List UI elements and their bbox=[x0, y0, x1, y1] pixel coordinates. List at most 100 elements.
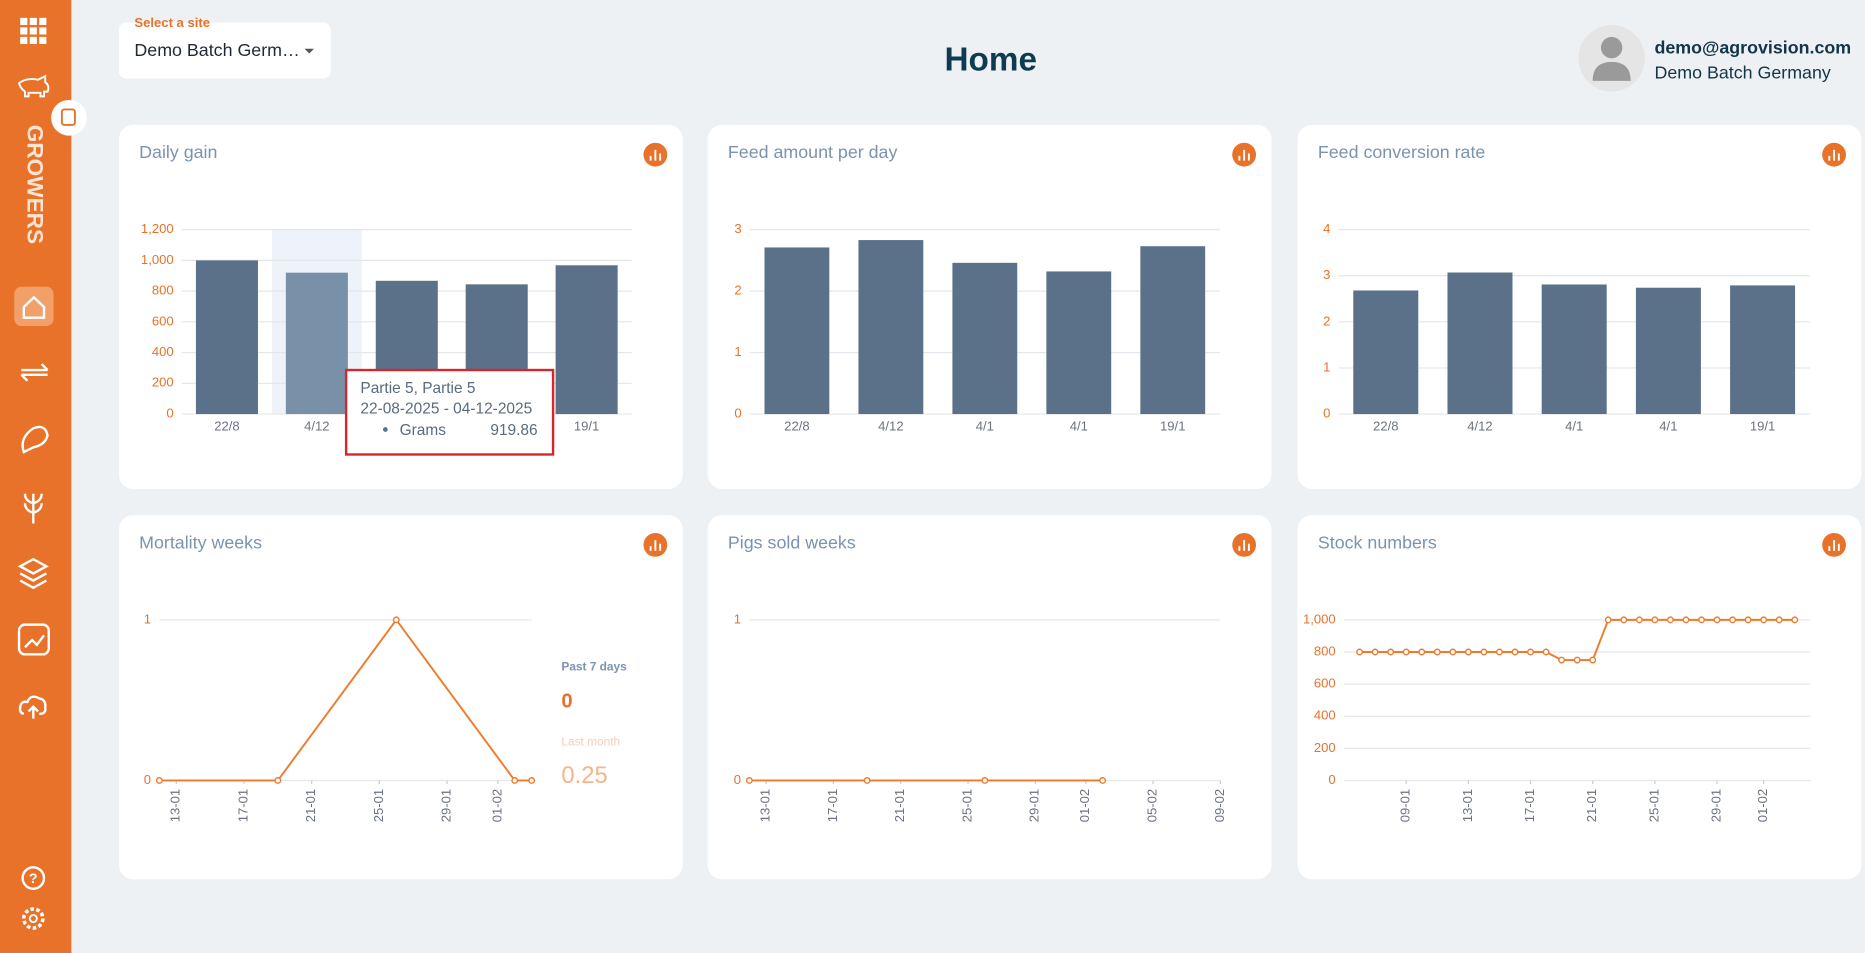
x-tick-label: 19/1 bbox=[1160, 419, 1185, 434]
point bbox=[1356, 648, 1364, 656]
card bbox=[707, 515, 1272, 880]
x-tick-label: 22/8 bbox=[214, 419, 239, 434]
tooltip-title: Partie 5, Partie 5 bbox=[360, 380, 475, 397]
point bbox=[863, 777, 871, 784]
point bbox=[1775, 616, 1783, 624]
bar bbox=[858, 240, 924, 415]
last-month-label: Last month bbox=[561, 735, 620, 749]
tooltip-dates: 22-08-2025 - 04-12-2025 bbox=[360, 400, 532, 417]
x-tick-label: 13-01 bbox=[1460, 789, 1475, 822]
help-glyph: ? bbox=[29, 871, 38, 887]
y-tick-label: 1,000 bbox=[1303, 611, 1336, 626]
point bbox=[1496, 648, 1503, 656]
settings-icon[interactable] bbox=[22, 907, 45, 930]
x-tick-label: 21-01 bbox=[892, 789, 907, 822]
bar bbox=[555, 265, 618, 415]
site-select-label: Select a site bbox=[134, 15, 210, 30]
y-tick-label: 400 bbox=[1314, 708, 1336, 723]
point bbox=[1480, 648, 1488, 656]
y-tick-label: 4 bbox=[1323, 221, 1330, 236]
point bbox=[511, 777, 519, 784]
site-select[interactable] bbox=[118, 22, 331, 79]
x-tick-label: 05-02 bbox=[1145, 789, 1160, 822]
tooltip-value: 919.86 bbox=[490, 422, 537, 439]
y-tick-label: 1 bbox=[734, 344, 741, 359]
point bbox=[274, 777, 282, 784]
point bbox=[392, 616, 400, 624]
point bbox=[745, 777, 753, 784]
bar bbox=[285, 272, 348, 415]
chart-menu-icon bbox=[649, 540, 662, 551]
y-tick-label: 600 bbox=[1314, 676, 1336, 691]
point bbox=[1387, 648, 1395, 656]
x-tick-label: 4/1 bbox=[1565, 419, 1583, 434]
x-tick-label: 22/8 bbox=[1373, 419, 1398, 434]
upload-icon[interactable] bbox=[18, 695, 47, 719]
point bbox=[1449, 648, 1457, 656]
y-tick-label: 200 bbox=[152, 375, 174, 390]
point bbox=[981, 777, 989, 784]
card bbox=[118, 515, 683, 880]
x-tick-label: 13-01 bbox=[168, 789, 183, 822]
y-tick-label: 1 bbox=[734, 611, 741, 626]
point bbox=[1620, 616, 1628, 624]
bar bbox=[1541, 284, 1607, 415]
y-tick-label: 0 bbox=[1328, 772, 1335, 787]
point bbox=[1527, 648, 1534, 656]
home-nav[interactable] bbox=[14, 286, 54, 326]
point bbox=[1604, 616, 1612, 624]
tooltip bbox=[344, 368, 555, 456]
point bbox=[1666, 616, 1674, 624]
bar bbox=[195, 260, 258, 415]
point bbox=[1511, 648, 1519, 656]
y-tick-label: 1 bbox=[1323, 359, 1330, 374]
user-site: Demo Batch Germany bbox=[1654, 62, 1830, 82]
settings-icon-center bbox=[28, 913, 38, 924]
avatar-body bbox=[1592, 61, 1631, 81]
card-title: Pigs sold weeks bbox=[728, 532, 856, 552]
feed-icon[interactable] bbox=[23, 493, 43, 524]
reports-icon-line bbox=[24, 634, 45, 649]
notes-button[interactable] bbox=[51, 99, 87, 136]
pig-icon[interactable] bbox=[17, 74, 50, 98]
chart-menu-icon bbox=[649, 149, 662, 161]
transfer-icon[interactable] bbox=[20, 363, 49, 382]
x-tick-label: 01-02 bbox=[1077, 789, 1092, 822]
y-tick-label: 800 bbox=[152, 283, 174, 298]
card-title: Stock numbers bbox=[1318, 532, 1437, 552]
user-email: demo@agrovision.com bbox=[1654, 37, 1851, 57]
point bbox=[1464, 648, 1472, 656]
overlay: Partie 5, Partie 5 22-08-2025 - 04-12-20… bbox=[344, 368, 627, 789]
past-7-days-label: Past 7 days bbox=[561, 660, 627, 674]
chart-menu-icon bbox=[1828, 149, 1840, 161]
apps-icon[interactable] bbox=[20, 17, 47, 45]
card bbox=[1297, 515, 1862, 880]
site-select-caret bbox=[304, 48, 315, 54]
point bbox=[1713, 616, 1721, 624]
reports-icon[interactable] bbox=[17, 623, 50, 656]
x-tick-label: 21-01 bbox=[1584, 789, 1599, 822]
x-tick-label: 25-01 bbox=[1646, 789, 1661, 822]
x-tick-label: 19/1 bbox=[574, 419, 599, 434]
bar bbox=[952, 262, 1018, 415]
chart-menu-icon bbox=[1238, 540, 1250, 551]
y-tick-label: 0 bbox=[166, 405, 173, 420]
layers-icon[interactable] bbox=[17, 557, 49, 590]
help-icon[interactable] bbox=[21, 866, 46, 890]
x-tick-label: 4/1 bbox=[1070, 419, 1088, 434]
card-title: Daily gain bbox=[139, 142, 217, 162]
bar bbox=[1140, 246, 1206, 415]
x-tick-label: 25-01 bbox=[371, 789, 386, 822]
x-tick-label: 19/1 bbox=[1750, 419, 1775, 434]
sidebar-bg bbox=[0, 0, 72, 953]
x-tick-label: 4/12 bbox=[878, 419, 903, 434]
notes-icon bbox=[60, 108, 76, 126]
meat-icon[interactable] bbox=[21, 425, 49, 454]
point bbox=[1371, 648, 1379, 656]
chart-menu-icon bbox=[1828, 540, 1840, 551]
point bbox=[1573, 656, 1581, 664]
x-tick-label: 25-01 bbox=[959, 789, 974, 822]
bar bbox=[764, 247, 830, 415]
point bbox=[1402, 648, 1410, 656]
point bbox=[1099, 777, 1107, 784]
